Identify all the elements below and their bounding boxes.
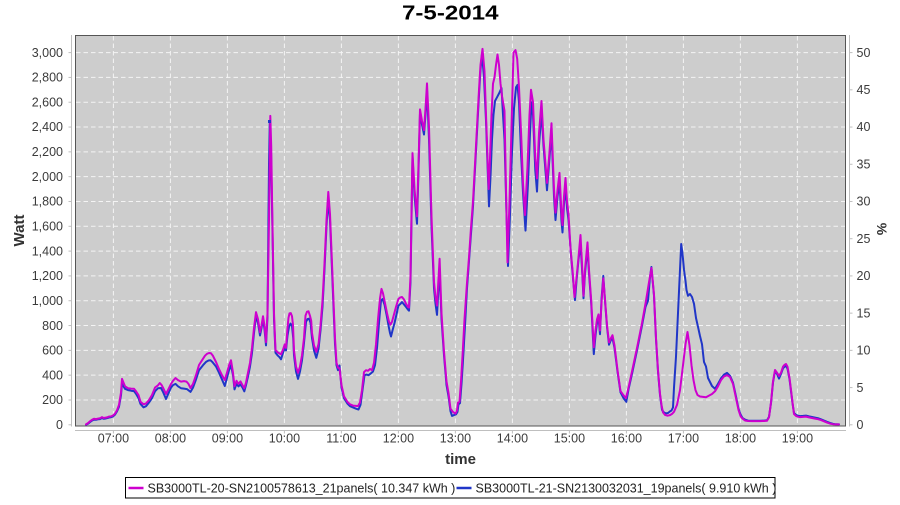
svg-text:3,000: 3,000	[32, 46, 63, 60]
svg-text:25: 25	[857, 232, 871, 246]
svg-text:2,400: 2,400	[32, 120, 63, 134]
svg-text:20: 20	[857, 269, 871, 283]
svg-text:15:00: 15:00	[554, 432, 585, 446]
svg-text:1,800: 1,800	[32, 195, 63, 209]
svg-text:2,000: 2,000	[32, 170, 63, 184]
svg-text:10: 10	[857, 344, 871, 358]
svg-text:13:00: 13:00	[440, 432, 471, 446]
svg-text:5: 5	[857, 381, 864, 395]
svg-text:16:00: 16:00	[611, 432, 642, 446]
svg-text:30: 30	[857, 195, 871, 209]
svg-text:45: 45	[857, 83, 871, 97]
svg-text:2,800: 2,800	[32, 71, 63, 85]
svg-text:7-5-2014: 7-5-2014	[402, 3, 500, 25]
svg-text:%: %	[874, 223, 890, 236]
svg-text:07:00: 07:00	[98, 432, 129, 446]
svg-text:1,600: 1,600	[32, 219, 63, 233]
svg-text:12:00: 12:00	[383, 432, 414, 446]
svg-text:1,200: 1,200	[32, 269, 63, 283]
svg-text:35: 35	[857, 157, 871, 171]
svg-text:800: 800	[42, 319, 63, 333]
svg-text:11:00: 11:00	[326, 432, 356, 446]
svg-text:1,400: 1,400	[32, 244, 63, 258]
svg-text:0: 0	[56, 418, 63, 432]
svg-text:14:00: 14:00	[497, 432, 528, 446]
svg-text:Watt: Watt	[11, 215, 28, 247]
svg-text:09:00: 09:00	[212, 432, 243, 446]
svg-text:50: 50	[857, 46, 871, 60]
svg-text:400: 400	[42, 368, 63, 382]
svg-text:08:00: 08:00	[155, 432, 186, 446]
svg-text:0: 0	[857, 418, 864, 432]
svg-text:2,200: 2,200	[32, 145, 63, 159]
svg-text:10:00: 10:00	[269, 432, 300, 446]
svg-text:1,000: 1,000	[32, 294, 63, 308]
svg-text:2,600: 2,600	[32, 95, 63, 109]
svg-text:SB3000TL-20-SN2100578613_21pan: SB3000TL-20-SN2100578613_21panels( 10.34…	[148, 482, 456, 496]
svg-text:SB3000TL-21-SN2130032031_19pan: SB3000TL-21-SN2130032031_19panels( 9.910…	[476, 482, 777, 496]
svg-text:19:00: 19:00	[782, 432, 813, 446]
svg-text:200: 200	[42, 393, 63, 407]
svg-text:17:00: 17:00	[668, 432, 699, 446]
svg-text:15: 15	[857, 306, 871, 320]
svg-text:18:00: 18:00	[725, 432, 756, 446]
svg-text:time: time	[445, 451, 476, 468]
svg-text:40: 40	[857, 120, 871, 134]
svg-text:600: 600	[42, 344, 63, 358]
